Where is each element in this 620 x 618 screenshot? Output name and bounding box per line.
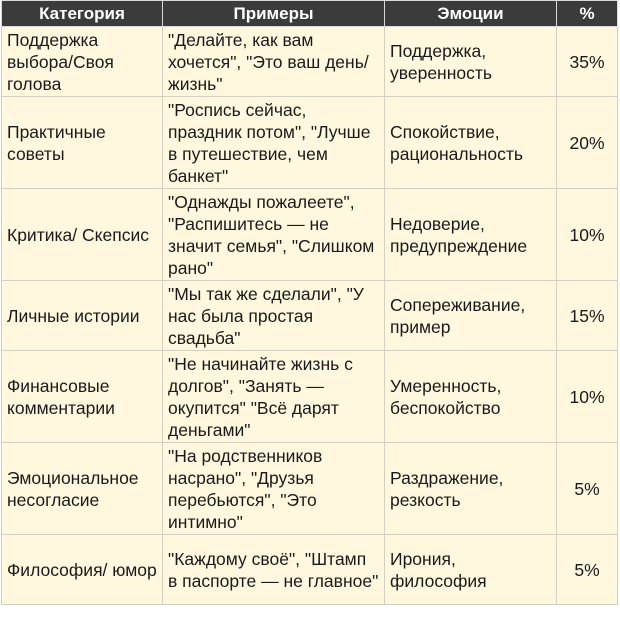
percent-cell: 5%	[556, 534, 618, 605]
percent-cell: 10%	[556, 188, 618, 281]
category-cell: Философия/ юмор	[1, 534, 163, 605]
examples-cell: "Мы так же сделали", "У нас была простая…	[162, 280, 385, 351]
emotions-cell: Ирония, философия	[384, 534, 557, 605]
table-row: Финансовые комментарии "Не начинайте жиз…	[1, 350, 618, 443]
header-percent: %	[556, 0, 618, 27]
examples-cell: "Не начинайте жизнь с долгов", "Занять —…	[162, 350, 385, 443]
examples-cell: "Каждому своё", "Штамп в паспорте — не г…	[162, 534, 385, 605]
category-cell: Личные истории	[1, 280, 163, 351]
examples-cell: "На родственников насрано", "Друзья пере…	[162, 442, 385, 535]
percent-cell: 10%	[556, 350, 618, 443]
emotions-cell: Умеренность, беспокойство	[384, 350, 557, 443]
percent-cell: 5%	[556, 442, 618, 535]
table-row: Практичные советы "Роспись сейчас, празд…	[1, 96, 618, 189]
table-row: Философия/ юмор "Каждому своё", "Штамп в…	[1, 534, 618, 605]
emotions-cell: Поддержка, уверенность	[384, 26, 557, 97]
percent-cell: 15%	[556, 280, 618, 351]
emotions-cell: Спокойствие, рациональность	[384, 96, 557, 189]
category-cell: Критика/ Скепсис	[1, 188, 163, 281]
comments-table: Категория Примеры Эмоции % Поддержка выб…	[1, 0, 618, 605]
percent-cell: 20%	[556, 96, 618, 189]
table-row: Критика/ Скепсис "Однажды пожалеете", "Р…	[1, 188, 618, 281]
header-emotions: Эмоции	[384, 0, 557, 27]
table-row: Эмоциональное несогласие "На родственник…	[1, 442, 618, 535]
emotions-cell: Раздражение, резкость	[384, 442, 557, 535]
category-cell: Эмоциональное несогласие	[1, 442, 163, 535]
category-cell: Практичные советы	[1, 96, 163, 189]
emotions-cell: Сопереживание, пример	[384, 280, 557, 351]
header-row: Категория Примеры Эмоции %	[1, 0, 618, 27]
examples-cell: "Роспись сейчас, праздник потом", "Лучше…	[162, 96, 385, 189]
category-cell: Финансовые комментарии	[1, 350, 163, 443]
examples-cell: "Однажды пожалеете", "Распишитесь — не з…	[162, 188, 385, 281]
category-cell: Поддержка выбора/Своя голова	[1, 26, 163, 97]
percent-cell: 35%	[556, 26, 618, 97]
table-row: Личные истории "Мы так же сделали", "У н…	[1, 280, 618, 351]
emotions-cell: Недоверие, предупреждение	[384, 188, 557, 281]
header-category: Категория	[1, 0, 163, 27]
header-examples: Примеры	[162, 0, 385, 27]
examples-cell: "Делайте, как вам хочется", "Это ваш ден…	[162, 26, 385, 97]
table-row: Поддержка выбора/Своя голова "Делайте, к…	[1, 26, 618, 97]
